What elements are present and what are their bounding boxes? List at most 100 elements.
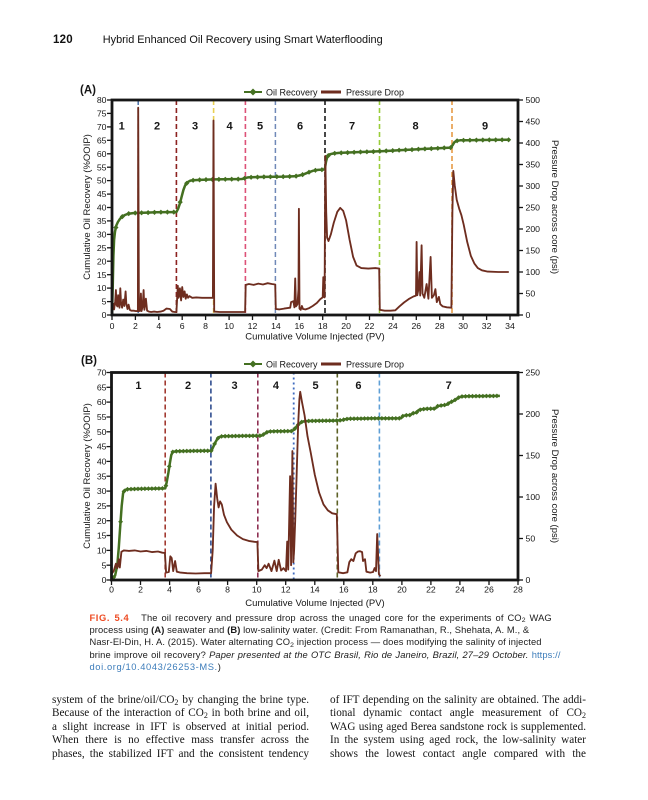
svg-text:32: 32	[482, 321, 492, 331]
svg-text:4: 4	[156, 321, 161, 331]
svg-text:2: 2	[154, 121, 160, 133]
svg-text:400: 400	[526, 138, 541, 148]
svg-text:6: 6	[355, 380, 361, 392]
svg-text:10: 10	[97, 546, 107, 556]
svg-text:0: 0	[102, 575, 107, 585]
svg-text:40: 40	[97, 203, 107, 213]
svg-text:30: 30	[458, 321, 468, 331]
svg-text:35: 35	[97, 471, 107, 481]
svg-text:50: 50	[526, 534, 536, 544]
svg-text:65: 65	[97, 382, 107, 392]
svg-text:500: 500	[526, 95, 541, 105]
svg-text:30: 30	[97, 486, 107, 496]
svg-text:30: 30	[97, 230, 107, 240]
svg-text:70: 70	[97, 368, 107, 378]
svg-text:26: 26	[411, 321, 421, 331]
svg-text:14: 14	[310, 585, 320, 595]
svg-text:25: 25	[97, 501, 107, 511]
svg-text:40: 40	[97, 457, 107, 467]
svg-text:20: 20	[97, 516, 107, 526]
svg-text:15: 15	[97, 531, 107, 541]
svg-text:6: 6	[196, 585, 201, 595]
svg-text:16: 16	[294, 321, 304, 331]
svg-text:60: 60	[97, 149, 107, 159]
svg-text:55: 55	[97, 412, 107, 422]
svg-text:28: 28	[435, 321, 445, 331]
svg-text:75: 75	[97, 109, 107, 119]
svg-text:100: 100	[526, 267, 541, 277]
svg-text:150: 150	[526, 246, 541, 256]
svg-text:24: 24	[388, 321, 398, 331]
svg-text:14: 14	[271, 321, 281, 331]
svg-text:6: 6	[297, 121, 303, 133]
svg-text:0: 0	[526, 310, 531, 320]
svg-text:50: 50	[97, 176, 107, 186]
svg-text:Pressure Drop: Pressure Drop	[346, 360, 404, 370]
svg-text:8: 8	[225, 585, 230, 595]
svg-text:35: 35	[97, 216, 107, 226]
svg-text:Cumulative Volume Injected (PV: Cumulative Volume Injected (PV)	[245, 332, 384, 343]
svg-text:2: 2	[133, 321, 138, 331]
svg-text:18: 18	[318, 321, 328, 331]
svg-text:Oil Recovery: Oil Recovery	[266, 360, 318, 370]
svg-text:45: 45	[97, 189, 107, 199]
svg-text:Cumulative Volume Injected (PV: Cumulative Volume Injected (PV)	[245, 598, 384, 609]
svg-text:45: 45	[97, 442, 107, 452]
svg-text:9: 9	[482, 121, 488, 133]
svg-text:3: 3	[231, 380, 237, 392]
svg-text:350: 350	[526, 160, 541, 170]
svg-text:10: 10	[224, 321, 234, 331]
svg-text:10: 10	[252, 585, 262, 595]
svg-text:60: 60	[97, 397, 107, 407]
svg-text:8: 8	[412, 121, 418, 133]
svg-text:250: 250	[526, 203, 541, 213]
svg-text:65: 65	[97, 135, 107, 145]
svg-text:2: 2	[138, 585, 143, 595]
svg-text:Cumulative Oil Recovery (%OOIP: Cumulative Oil Recovery (%OOIP)	[82, 134, 93, 280]
svg-text:5: 5	[102, 560, 107, 570]
svg-text:15: 15	[97, 270, 107, 280]
svg-text:4: 4	[167, 585, 172, 595]
svg-text:28: 28	[513, 585, 523, 595]
svg-text:55: 55	[97, 162, 107, 172]
svg-text:70: 70	[97, 122, 107, 132]
svg-text:0: 0	[102, 310, 107, 320]
svg-text:26: 26	[484, 585, 494, 595]
svg-text:50: 50	[97, 427, 107, 437]
svg-text:Pressure Drop across core (psi: Pressure Drop across core (psi)	[549, 140, 560, 274]
svg-text:10: 10	[97, 283, 107, 293]
svg-text:0: 0	[526, 575, 531, 585]
svg-text:200: 200	[526, 409, 541, 419]
svg-text:20: 20	[341, 321, 351, 331]
svg-text:5: 5	[312, 380, 318, 392]
svg-text:100: 100	[526, 492, 541, 502]
svg-text:20: 20	[397, 585, 407, 595]
svg-text:0: 0	[109, 585, 114, 595]
svg-text:25: 25	[97, 243, 107, 253]
svg-text:8: 8	[203, 321, 208, 331]
svg-text:4: 4	[226, 121, 233, 133]
svg-text:34: 34	[505, 321, 515, 331]
svg-text:16: 16	[339, 585, 349, 595]
svg-text:Pressure Drop across core (psi: Pressure Drop across core (psi)	[549, 409, 560, 543]
svg-text:200: 200	[526, 224, 541, 234]
svg-text:24: 24	[455, 585, 465, 595]
svg-text:150: 150	[526, 451, 541, 461]
svg-text:300: 300	[526, 181, 541, 191]
svg-text:Cumulative Oil Recovery (%OOIP: Cumulative Oil Recovery (%OOIP)	[82, 403, 93, 549]
svg-text:250: 250	[526, 368, 541, 378]
svg-text:2: 2	[185, 380, 191, 392]
svg-text:5: 5	[102, 297, 107, 307]
svg-text:22: 22	[365, 321, 375, 331]
svg-text:1: 1	[119, 121, 125, 133]
svg-text:7: 7	[349, 121, 355, 133]
svg-text:12: 12	[281, 585, 291, 595]
svg-text:4: 4	[273, 380, 280, 392]
svg-text:5: 5	[257, 121, 263, 133]
svg-text:1: 1	[135, 380, 141, 392]
svg-text:Oil Recovery: Oil Recovery	[266, 88, 318, 98]
svg-text:20: 20	[97, 256, 107, 266]
svg-text:80: 80	[97, 95, 107, 105]
svg-text:450: 450	[526, 117, 541, 127]
svg-text:7: 7	[446, 380, 452, 392]
